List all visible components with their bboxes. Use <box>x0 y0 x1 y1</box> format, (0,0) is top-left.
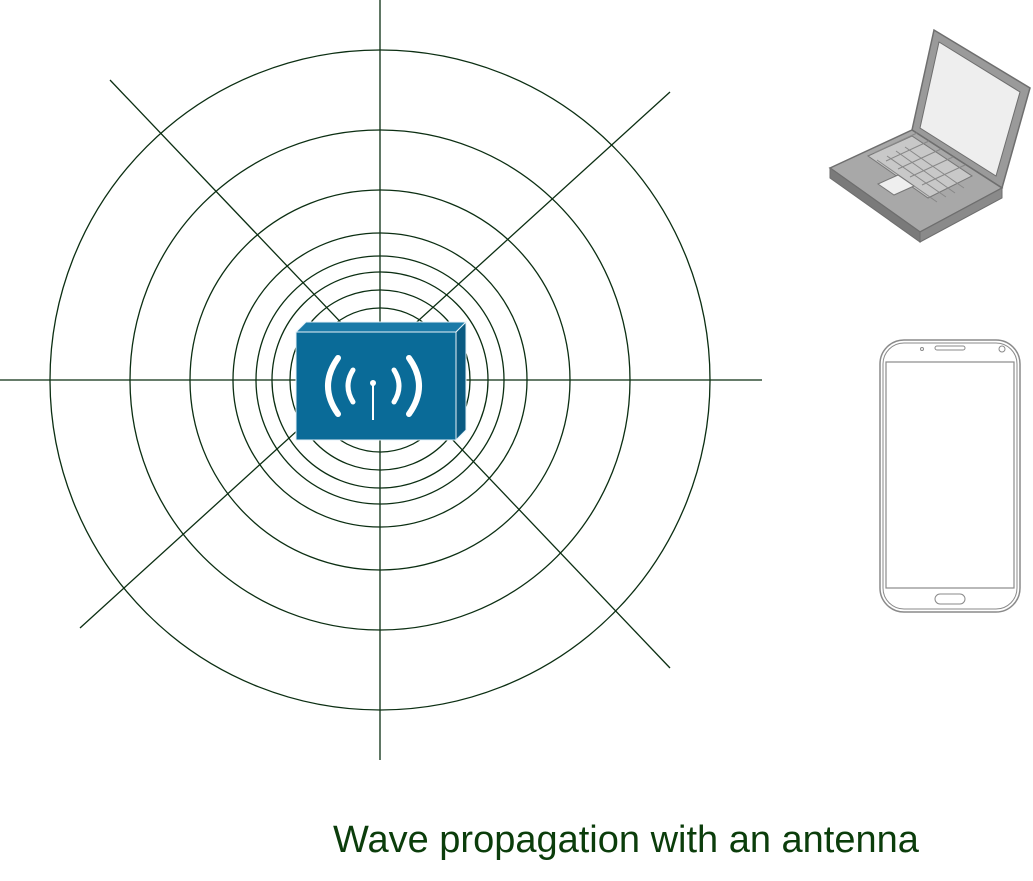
antenna-box-side <box>455 320 467 442</box>
antenna-box-top <box>294 321 468 333</box>
phone-body <box>879 339 1021 613</box>
wave-propagation-diagram <box>0 0 1031 760</box>
antenna-box-front <box>295 331 457 441</box>
laptop-screen <box>919 41 1021 177</box>
phone-body-inner <box>882 342 1018 610</box>
diagram-caption: Wave propagation with an antenna <box>333 819 919 861</box>
phone-home-button <box>934 593 966 605</box>
phone-speaker <box>934 345 966 351</box>
phone-screen <box>885 361 1015 589</box>
wireless-antenna-icon <box>294 320 468 442</box>
signal-waves-icon <box>325 355 422 417</box>
laptop-base-edge-right <box>919 187 1003 243</box>
phone-sensor <box>920 347 924 351</box>
phone-camera <box>998 345 1006 353</box>
smartphone-icon <box>879 339 1021 613</box>
laptop-icon <box>828 28 1031 243</box>
laptop-keys <box>873 132 966 203</box>
laptop-touchpad <box>876 174 916 196</box>
